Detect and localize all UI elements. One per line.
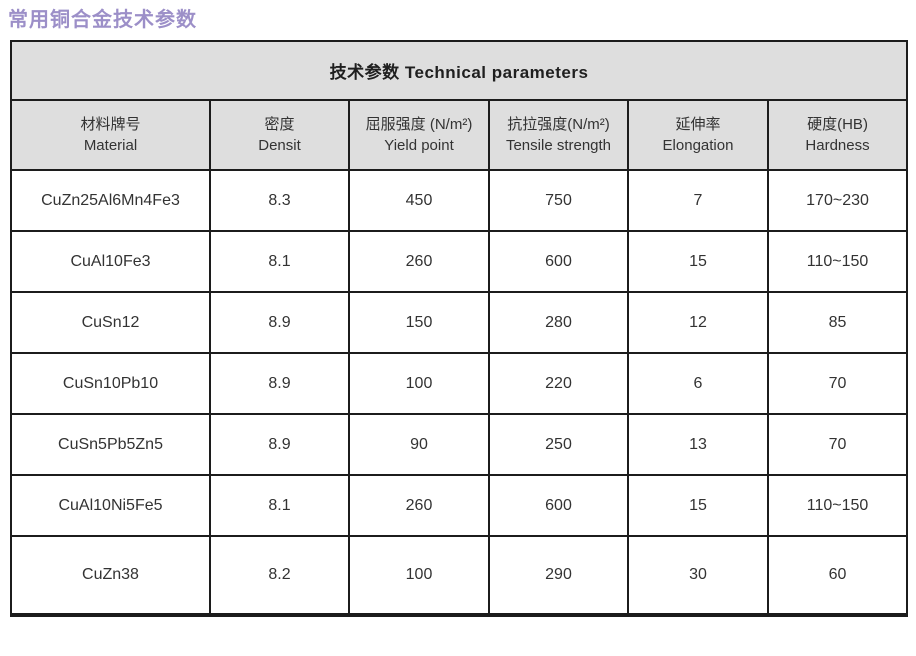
column-header-zh: 硬度(HB)	[807, 116, 868, 133]
cell-material: CuAl10Fe3	[10, 230, 211, 293]
cell-yield-point: 450	[348, 169, 490, 232]
column-header-density: 密度 Densit	[209, 99, 350, 171]
table-title: 技术参数 Technical parameters	[9, 40, 909, 101]
cell-elongation: 13	[627, 413, 769, 476]
table-row: CuSn10Pb10 8.9 100 220 6 70	[10, 352, 909, 415]
cell-material: CuAl10Ni5Fe5	[10, 474, 211, 537]
cell-hardness: 110~150	[766, 230, 909, 293]
page-title: 常用铜合金技术参数	[8, 9, 197, 31]
cell-density: 8.9	[209, 291, 350, 354]
cell-density: 8.3	[209, 169, 350, 232]
cell-tensile-strength: 250	[488, 413, 629, 476]
cell-material: CuSn12	[10, 291, 211, 354]
column-header-en: Tensile strength	[505, 137, 612, 154]
cell-elongation: 15	[627, 474, 769, 537]
column-header-zh: 屈服强度 (N/m²)	[365, 116, 473, 133]
cell-elongation: 12	[627, 291, 769, 354]
table-row: CuSn5Pb5Zn5 8.9 90 250 13 70	[10, 413, 909, 476]
cell-yield-point: 150	[348, 291, 490, 354]
cell-yield-point: 100	[348, 535, 490, 616]
cell-hardness: 70	[766, 413, 909, 476]
cell-yield-point: 260	[348, 230, 490, 293]
column-header-en: Elongation	[662, 137, 734, 154]
column-header-en: Material	[83, 137, 138, 154]
cell-yield-point: 260	[348, 474, 490, 537]
table-row: CuZn38 8.2 100 290 30 60	[10, 535, 909, 616]
cell-elongation: 7	[627, 169, 769, 232]
cell-density: 8.1	[209, 230, 350, 293]
cell-material: CuSn10Pb10	[10, 352, 211, 415]
column-header-en: Yield point	[384, 137, 454, 154]
column-header-elongation: 延伸率 Elongation	[627, 99, 769, 171]
column-header-yield-point: 屈服强度 (N/m²) Yield point	[348, 99, 490, 171]
cell-tensile-strength: 600	[488, 474, 629, 537]
cell-material: CuZn25Al6Mn4Fe3	[10, 169, 211, 232]
table-row: CuZn25Al6Mn4Fe3 8.3 450 750 7 170~230	[10, 169, 909, 232]
column-header-zh: 密度	[264, 116, 295, 133]
table-row: CuAl10Ni5Fe5 8.1 260 600 15 110~150	[10, 474, 909, 537]
cell-tensile-strength: 280	[488, 291, 629, 354]
cell-density: 8.9	[209, 413, 350, 476]
column-header-en: Densit	[258, 137, 301, 154]
cell-elongation: 15	[627, 230, 769, 293]
cell-tensile-strength: 290	[488, 535, 629, 616]
cell-hardness: 170~230	[766, 169, 909, 232]
cell-tensile-strength: 600	[488, 230, 629, 293]
cell-elongation: 30	[627, 535, 769, 616]
cell-elongation: 6	[627, 352, 769, 415]
cell-tensile-strength: 220	[488, 352, 629, 415]
cell-yield-point: 100	[348, 352, 490, 415]
cell-hardness: 70	[766, 352, 909, 415]
column-header-material: 材料牌号 Material	[10, 99, 211, 171]
column-header-tensile-strength: 抗拉强度(N/m²) Tensile strength	[488, 99, 629, 171]
column-header-zh: 抗拉强度(N/m²)	[507, 116, 610, 133]
column-header-zh: 材料牌号	[80, 116, 141, 133]
technical-parameters-table: 技术参数 Technical parameters 材料牌号 Material …	[9, 40, 909, 617]
cell-density: 8.1	[209, 474, 350, 537]
cell-hardness: 85	[766, 291, 909, 354]
cell-density: 8.9	[209, 352, 350, 415]
cell-tensile-strength: 750	[488, 169, 629, 232]
cell-hardness: 110~150	[766, 474, 909, 537]
column-header-en: Hardness	[805, 137, 870, 154]
table-title-row: 技术参数 Technical parameters	[9, 40, 909, 101]
table-header-row: 材料牌号 Material 密度 Densit 屈服强度 (N/m²) Yiel…	[10, 99, 909, 171]
cell-hardness: 60	[766, 535, 909, 616]
column-header-hardness: 硬度(HB) Hardness	[766, 99, 909, 171]
cell-yield-point: 90	[348, 413, 490, 476]
table-row: CuAl10Fe3 8.1 260 600 15 110~150	[10, 230, 909, 293]
table-row: CuSn12 8.9 150 280 12 85	[10, 291, 909, 354]
cell-material: CuSn5Pb5Zn5	[10, 413, 211, 476]
cell-material: CuZn38	[10, 535, 211, 616]
column-header-zh: 延伸率	[675, 116, 721, 133]
cell-density: 8.2	[209, 535, 350, 616]
